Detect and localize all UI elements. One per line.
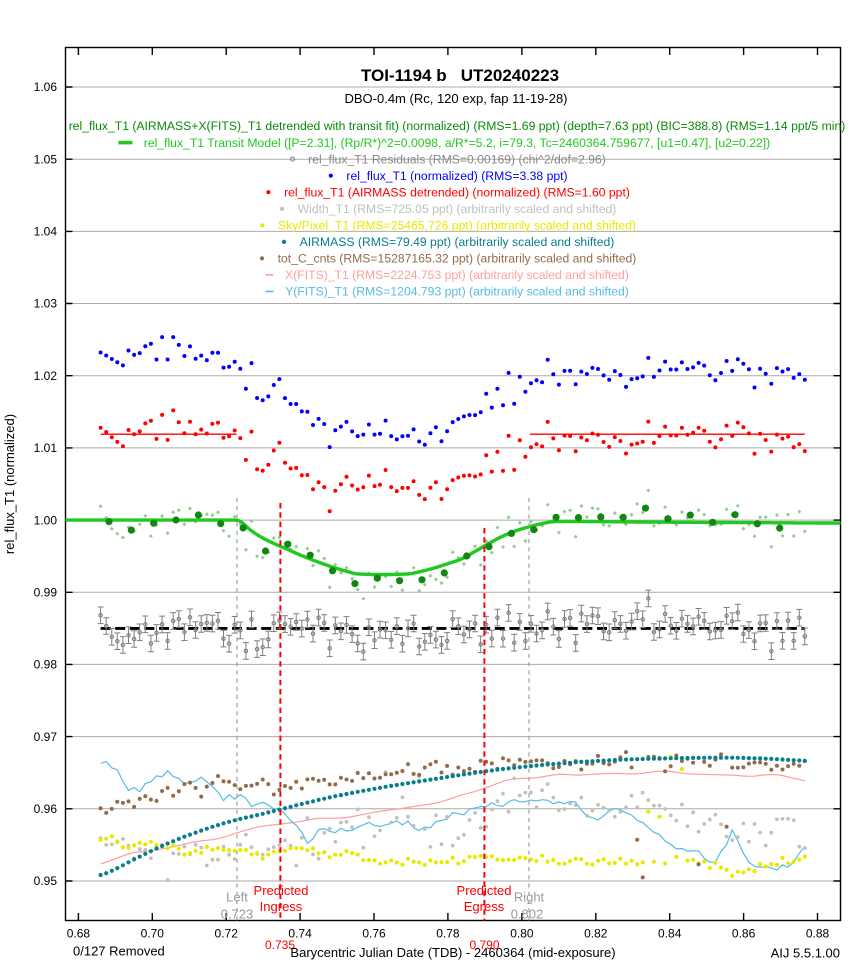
svg-text:Y(FITS)_T1 (RMS=1204.793 ppt): Y(FITS)_T1 (RMS=1204.793 ppt) (arbitrari…: [285, 285, 629, 299]
svg-text:0.84: 0.84: [658, 927, 682, 941]
svg-text:0.74: 0.74: [288, 927, 312, 941]
svg-text:0.88: 0.88: [806, 927, 830, 941]
svg-text:0.72: 0.72: [215, 927, 239, 941]
svg-text:1.00: 1.00: [34, 513, 58, 527]
svg-text:rel_flux_T1 (normalized) (RMS=: rel_flux_T1 (normalized) (RMS=3.38 ppt): [346, 169, 567, 183]
svg-text:1.03: 1.03: [34, 297, 58, 311]
svg-text:0.86: 0.86: [732, 927, 756, 941]
svg-text:0.96: 0.96: [34, 802, 58, 816]
svg-text:1.04: 1.04: [34, 225, 58, 239]
svg-text:rel_flux_T1 (AIRMASS detrended: rel_flux_T1 (AIRMASS detrended) (normali…: [284, 185, 630, 199]
svg-text:1.02: 1.02: [34, 369, 58, 383]
svg-text:Predicted: Predicted: [254, 883, 309, 898]
svg-text:0.97: 0.97: [34, 730, 58, 744]
svg-text:0.98: 0.98: [34, 658, 58, 672]
svg-text:AIJ 5.5.1.00: AIJ 5.5.1.00: [771, 946, 840, 961]
svg-text:0.802: 0.802: [511, 907, 544, 922]
svg-text:X(FITS)_T1 (RMS=2224.753 ppt): X(FITS)_T1 (RMS=2224.753 ppt) (arbitrari…: [285, 268, 629, 282]
svg-text:1.01: 1.01: [34, 441, 58, 455]
svg-text:tot_C_cnts (RMS=15287165.32 pp: tot_C_cnts (RMS=15287165.32 ppt) (arbitr…: [278, 252, 637, 266]
svg-text:Barycentric Julian Date (TDB): Barycentric Julian Date (TDB) - 2460364 …: [290, 945, 615, 960]
svg-text:AIRMASS (RMS=79.49 ppt) (arbit: AIRMASS (RMS=79.49 ppt) (arbitrarily sca…: [300, 235, 615, 249]
svg-text:DBO-0.4m (Rc, 120 exp, fap 11-: DBO-0.4m (Rc, 120 exp, fap 11-19-28): [344, 91, 567, 106]
svg-text:rel_flux_T1 Transit Model ([P=: rel_flux_T1 Transit Model ([P=2.31], (Rp…: [144, 136, 770, 150]
svg-text:1.06: 1.06: [34, 80, 58, 94]
svg-text:Ingress: Ingress: [260, 899, 303, 914]
svg-text:0.80: 0.80: [510, 927, 534, 941]
svg-text:0.76: 0.76: [362, 927, 386, 941]
svg-text:Predicted: Predicted: [457, 883, 512, 898]
svg-text:0.68: 0.68: [67, 927, 91, 941]
svg-text:Width_T1 (RMS=725.05 ppt) (arb: Width_T1 (RMS=725.05 ppt) (arbitrarily s…: [298, 202, 617, 216]
svg-text:0.95: 0.95: [34, 874, 58, 888]
svg-text:rel_flux_T1 (normalized): rel_flux_T1 (normalized): [2, 414, 17, 554]
svg-text:0.790: 0.790: [469, 938, 499, 952]
svg-text:0.735: 0.735: [265, 938, 295, 952]
svg-text:0.70: 0.70: [141, 927, 165, 941]
svg-text:Egress: Egress: [464, 899, 505, 914]
svg-text:rel_flux_T1 Residuals (RMS=0.0: rel_flux_T1 Residuals (RMS=0.00169) (chi…: [308, 152, 606, 166]
svg-text:Right: Right: [514, 890, 545, 905]
svg-text:0.99: 0.99: [34, 586, 58, 600]
svg-text:0.82: 0.82: [584, 927, 608, 941]
svg-text:TOI-1194 b UT20240223: TOI-1194 b UT20240223: [361, 66, 559, 85]
svg-text:Left: Left: [226, 890, 248, 905]
svg-text:0/127 Removed: 0/127 Removed: [73, 944, 165, 959]
svg-text:rel_flux_T1 (AIRMASS+X(FITS)_T: rel_flux_T1 (AIRMASS+X(FITS)_T1 detrende…: [69, 119, 846, 133]
svg-text:1.05: 1.05: [34, 152, 58, 166]
svg-text:0.723: 0.723: [221, 907, 254, 922]
svg-text:0.78: 0.78: [436, 927, 460, 941]
svg-text:Sky/Pixel_T1 (RMS=25465.726 pp: Sky/Pixel_T1 (RMS=25465.726 ppt) (arbitr…: [278, 219, 636, 233]
